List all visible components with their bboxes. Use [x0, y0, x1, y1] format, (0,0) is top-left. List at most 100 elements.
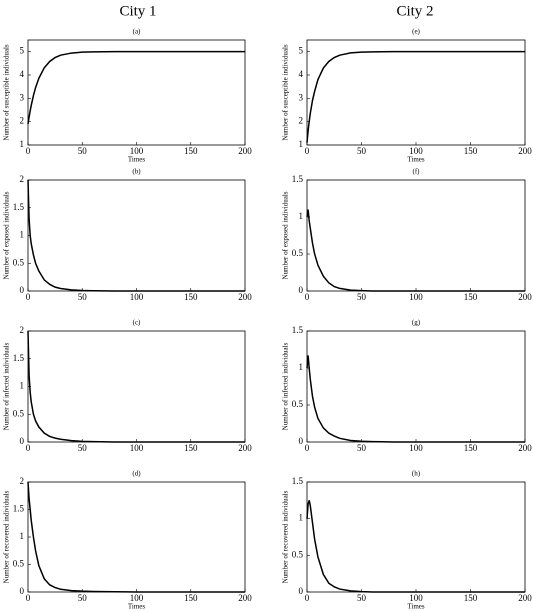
y-tick-label: 1.5 [13, 202, 25, 212]
x-axis-label: Times [407, 156, 425, 164]
x-tick-label: 50 [78, 292, 88, 302]
x-tick-label: 200 [238, 146, 252, 156]
x-tick-label: 50 [357, 443, 367, 453]
y-tick-label: 0 [299, 285, 304, 295]
y-axis-label: Number of susceptible individuals [282, 44, 290, 141]
x-tick-label: 0 [305, 146, 310, 156]
y-tick-label: 0.5 [13, 257, 25, 267]
x-tick-label: 0 [305, 292, 310, 302]
x-axis-label: Times [128, 156, 146, 164]
y-tick-label: 2 [299, 116, 304, 126]
x-tick-label: 200 [238, 593, 252, 603]
x-tick-label: 0 [26, 292, 31, 302]
y-tick-label: 0.5 [292, 549, 304, 559]
subplot-title: (a) [133, 28, 141, 36]
y-tick-label: 4 [20, 69, 25, 79]
x-tick-label: 200 [518, 443, 532, 453]
subplot-title: (g) [412, 319, 421, 327]
column-title: City 1 [119, 3, 156, 19]
axes-frame [306, 330, 526, 443]
x-tick-label: 150 [464, 593, 478, 603]
x-tick-label: 200 [518, 146, 532, 156]
y-tick-label: 3 [299, 92, 304, 102]
x-tick-label: 0 [26, 146, 31, 156]
axes-frame [27, 481, 246, 593]
y-tick-label: 0 [20, 285, 25, 295]
y-tick-label: 0.5 [13, 408, 25, 418]
x-tick-label: 50 [78, 443, 88, 453]
y-tick-label: 1 [299, 139, 304, 149]
y-tick-label: 0.5 [13, 559, 25, 569]
y-tick-label: 1 [299, 362, 304, 372]
y-axis-label: Number of exposed individuals [3, 191, 11, 279]
x-tick-label: 150 [464, 443, 478, 453]
data-line [306, 500, 525, 593]
y-tick-label: 1.5 [292, 325, 304, 335]
x-tick-label: 200 [518, 292, 532, 302]
y-tick-label: 2 [20, 174, 25, 184]
y-tick-label: 1 [20, 531, 25, 541]
x-tick-label: 150 [464, 146, 478, 156]
axes-frame [27, 179, 246, 292]
data-line [306, 355, 525, 443]
subplot-title: (e) [412, 28, 420, 36]
x-tick-label: 150 [184, 593, 198, 603]
x-tick-label: 50 [78, 146, 88, 156]
subplot-title: (b) [132, 168, 141, 176]
subplot-title: (h) [412, 470, 421, 478]
x-tick-label: 0 [305, 593, 310, 603]
x-tick-label: 150 [184, 146, 198, 156]
y-tick-label: 0 [20, 586, 25, 596]
data-line [27, 481, 245, 593]
data-line [27, 330, 245, 443]
axes-frame [306, 481, 526, 593]
x-tick-label: 100 [130, 443, 144, 453]
y-tick-label: 0 [20, 436, 25, 446]
x-tick-label: 200 [238, 292, 252, 302]
y-tick-label: 1.5 [13, 504, 25, 514]
x-tick-label: 100 [130, 292, 144, 302]
y-tick-label: 1.5 [13, 353, 25, 363]
x-tick-label: 50 [78, 593, 88, 603]
subplot-title: (f) [413, 168, 421, 176]
y-tick-label: 4 [299, 69, 304, 79]
y-tick-label: 0.5 [292, 399, 304, 409]
y-axis-label: Number of recovered individuals [282, 490, 290, 583]
y-tick-label: 2 [20, 476, 25, 486]
axes-frame [27, 330, 246, 443]
y-axis-label: Number of recovered individuals [3, 490, 11, 583]
x-tick-label: 150 [464, 292, 478, 302]
subplot-title: (c) [133, 319, 141, 327]
y-tick-label: 2 [20, 325, 25, 335]
data-line [306, 209, 525, 292]
y-tick-label: 5 [299, 46, 304, 56]
y-tick-label: 0 [299, 436, 304, 446]
y-tick-label: 1 [299, 211, 304, 221]
x-tick-label: 200 [518, 593, 532, 603]
y-axis-label: Number of susceptible individuals [3, 44, 11, 141]
y-tick-label: 1 [20, 230, 25, 240]
x-tick-label: 100 [409, 146, 423, 156]
x-tick-label: 50 [357, 292, 367, 302]
y-axis-label: Number of infected individuals [3, 342, 11, 430]
x-axis-label: Times [128, 603, 146, 611]
y-tick-label: 0.5 [292, 248, 304, 258]
x-tick-label: 100 [409, 292, 423, 302]
x-tick-label: 100 [130, 593, 144, 603]
x-tick-label: 100 [409, 443, 423, 453]
y-tick-label: 1 [299, 513, 304, 523]
y-tick-label: 3 [20, 92, 25, 102]
y-tick-label: 1 [20, 381, 25, 391]
x-tick-label: 150 [184, 443, 198, 453]
x-tick-label: 100 [409, 593, 423, 603]
y-axis-label: Number of infected individuals [282, 342, 290, 430]
data-line [27, 50, 245, 125]
y-tick-label: 1.5 [292, 174, 304, 184]
x-tick-label: 0 [26, 593, 31, 603]
axes-frame [306, 179, 526, 292]
x-tick-label: 0 [26, 443, 31, 453]
x-tick-label: 0 [305, 443, 310, 453]
y-tick-label: 1.5 [292, 476, 304, 486]
